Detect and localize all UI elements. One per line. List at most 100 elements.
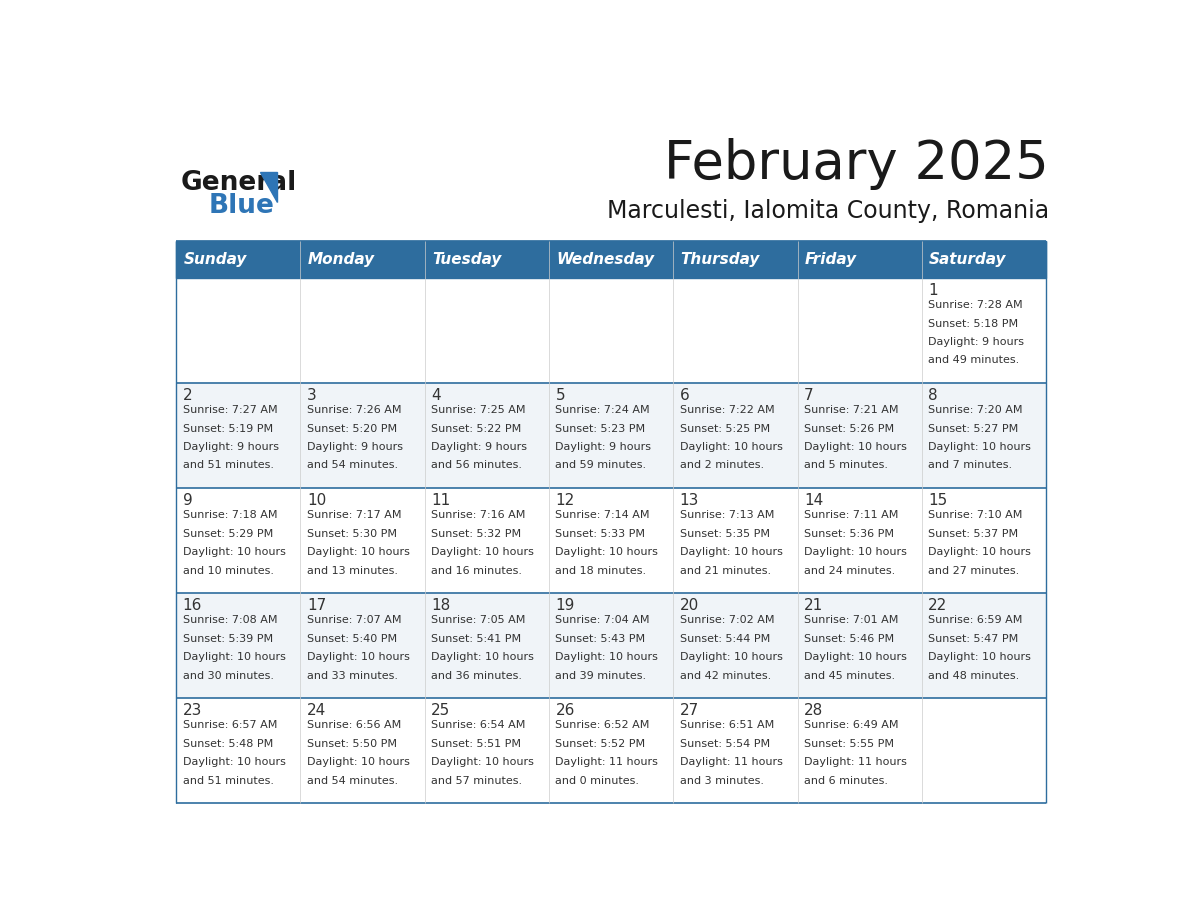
Text: Sunrise: 7:13 AM: Sunrise: 7:13 AM	[680, 510, 775, 521]
Text: Marculesti, Ialomita County, Romania: Marculesti, Ialomita County, Romania	[607, 198, 1049, 222]
Text: Sunset: 5:19 PM: Sunset: 5:19 PM	[183, 424, 273, 433]
Text: 10: 10	[307, 493, 327, 508]
Bar	[797, 698, 922, 803]
Text: Sunset: 5:43 PM: Sunset: 5:43 PM	[556, 633, 645, 644]
Text: and 18 minutes.: and 18 minutes.	[556, 565, 646, 576]
Text: Sunset: 5:36 PM: Sunset: 5:36 PM	[804, 529, 895, 539]
Bar	[301, 593, 424, 698]
Text: Sunset: 5:55 PM: Sunset: 5:55 PM	[804, 739, 895, 749]
Text: Sunset: 5:23 PM: Sunset: 5:23 PM	[556, 424, 645, 433]
Bar	[674, 241, 797, 277]
Text: and 49 minutes.: and 49 minutes.	[928, 355, 1019, 365]
Text: Blue: Blue	[208, 193, 274, 218]
Text: Sunrise: 6:59 AM: Sunrise: 6:59 AM	[928, 615, 1023, 625]
Text: and 7 minutes.: and 7 minutes.	[928, 461, 1012, 471]
Text: Sunrise: 7:05 AM: Sunrise: 7:05 AM	[431, 615, 525, 625]
Text: Daylight: 10 hours: Daylight: 10 hours	[928, 442, 1031, 452]
Text: Sunrise: 7:27 AM: Sunrise: 7:27 AM	[183, 406, 277, 415]
Bar	[674, 593, 797, 698]
Text: Sunset: 5:29 PM: Sunset: 5:29 PM	[183, 529, 273, 539]
Bar	[176, 383, 301, 487]
Bar	[674, 383, 797, 487]
Bar	[549, 277, 674, 383]
Text: 28: 28	[804, 703, 823, 718]
Text: and 51 minutes.: and 51 minutes.	[183, 461, 273, 471]
Text: Daylight: 9 hours: Daylight: 9 hours	[928, 337, 1024, 347]
Text: and 39 minutes.: and 39 minutes.	[556, 670, 646, 680]
Text: and 48 minutes.: and 48 minutes.	[928, 670, 1019, 680]
Text: and 0 minutes.: and 0 minutes.	[556, 776, 639, 786]
Text: Daylight: 10 hours: Daylight: 10 hours	[680, 442, 783, 452]
Text: Sunset: 5:32 PM: Sunset: 5:32 PM	[431, 529, 522, 539]
Text: Sunday: Sunday	[183, 252, 247, 267]
Text: 14: 14	[804, 493, 823, 508]
Text: Daylight: 10 hours: Daylight: 10 hours	[804, 547, 906, 557]
Text: Sunset: 5:39 PM: Sunset: 5:39 PM	[183, 633, 273, 644]
Bar	[425, 277, 549, 383]
Bar	[797, 593, 922, 698]
Text: 5: 5	[556, 387, 565, 403]
Bar	[301, 698, 424, 803]
Text: Sunset: 5:41 PM: Sunset: 5:41 PM	[431, 633, 522, 644]
Text: Sunrise: 7:18 AM: Sunrise: 7:18 AM	[183, 510, 277, 521]
Text: 19: 19	[556, 598, 575, 612]
Text: Daylight: 11 hours: Daylight: 11 hours	[804, 757, 906, 767]
Text: and 59 minutes.: and 59 minutes.	[556, 461, 646, 471]
Text: Sunrise: 6:56 AM: Sunrise: 6:56 AM	[307, 721, 402, 731]
Text: Sunrise: 7:01 AM: Sunrise: 7:01 AM	[804, 615, 898, 625]
Bar	[425, 593, 549, 698]
Bar	[797, 241, 922, 277]
Text: Tuesday: Tuesday	[432, 252, 501, 267]
Text: Sunset: 5:37 PM: Sunset: 5:37 PM	[928, 529, 1018, 539]
Text: and 33 minutes.: and 33 minutes.	[307, 670, 398, 680]
Bar	[176, 487, 301, 593]
Text: Sunrise: 7:20 AM: Sunrise: 7:20 AM	[928, 406, 1023, 415]
Text: Wednesday: Wednesday	[556, 252, 655, 267]
Text: Sunrise: 7:07 AM: Sunrise: 7:07 AM	[307, 615, 402, 625]
Bar	[425, 487, 549, 593]
Text: 8: 8	[928, 387, 939, 403]
Text: Daylight: 10 hours: Daylight: 10 hours	[804, 652, 906, 662]
Bar	[922, 698, 1047, 803]
Text: Sunset: 5:27 PM: Sunset: 5:27 PM	[928, 424, 1018, 433]
Text: and 57 minutes.: and 57 minutes.	[431, 776, 523, 786]
Text: 7: 7	[804, 387, 814, 403]
Bar	[176, 241, 301, 277]
Text: Sunrise: 7:04 AM: Sunrise: 7:04 AM	[556, 615, 650, 625]
Text: and 30 minutes.: and 30 minutes.	[183, 670, 273, 680]
Bar	[674, 698, 797, 803]
Text: Saturday: Saturday	[929, 252, 1006, 267]
Text: and 5 minutes.: and 5 minutes.	[804, 461, 889, 471]
Bar	[549, 383, 674, 487]
Text: 2: 2	[183, 387, 192, 403]
Text: Sunset: 5:35 PM: Sunset: 5:35 PM	[680, 529, 770, 539]
Text: Daylight: 9 hours: Daylight: 9 hours	[431, 442, 527, 452]
Text: 27: 27	[680, 703, 699, 718]
Text: Sunrise: 7:11 AM: Sunrise: 7:11 AM	[804, 510, 898, 521]
Text: and 54 minutes.: and 54 minutes.	[307, 776, 398, 786]
Text: and 24 minutes.: and 24 minutes.	[804, 565, 896, 576]
Text: Sunset: 5:30 PM: Sunset: 5:30 PM	[307, 529, 397, 539]
Text: 24: 24	[307, 703, 327, 718]
Bar	[797, 277, 922, 383]
Text: Sunset: 5:25 PM: Sunset: 5:25 PM	[680, 424, 770, 433]
Bar	[922, 241, 1047, 277]
Text: Sunset: 5:48 PM: Sunset: 5:48 PM	[183, 739, 273, 749]
Text: Daylight: 10 hours: Daylight: 10 hours	[431, 547, 535, 557]
Text: Daylight: 9 hours: Daylight: 9 hours	[307, 442, 403, 452]
Bar	[549, 698, 674, 803]
Text: General: General	[181, 170, 297, 196]
Text: 1: 1	[928, 283, 939, 297]
Text: and 10 minutes.: and 10 minutes.	[183, 565, 273, 576]
Text: Sunrise: 6:51 AM: Sunrise: 6:51 AM	[680, 721, 775, 731]
Text: Daylight: 10 hours: Daylight: 10 hours	[183, 652, 285, 662]
Text: Daylight: 10 hours: Daylight: 10 hours	[556, 547, 658, 557]
Text: Daylight: 10 hours: Daylight: 10 hours	[307, 547, 410, 557]
Text: Daylight: 10 hours: Daylight: 10 hours	[680, 547, 783, 557]
Bar	[301, 487, 424, 593]
Text: Sunset: 5:54 PM: Sunset: 5:54 PM	[680, 739, 770, 749]
Text: Sunset: 5:44 PM: Sunset: 5:44 PM	[680, 633, 770, 644]
Text: and 27 minutes.: and 27 minutes.	[928, 565, 1019, 576]
Text: Sunrise: 6:57 AM: Sunrise: 6:57 AM	[183, 721, 277, 731]
Text: and 54 minutes.: and 54 minutes.	[307, 461, 398, 471]
